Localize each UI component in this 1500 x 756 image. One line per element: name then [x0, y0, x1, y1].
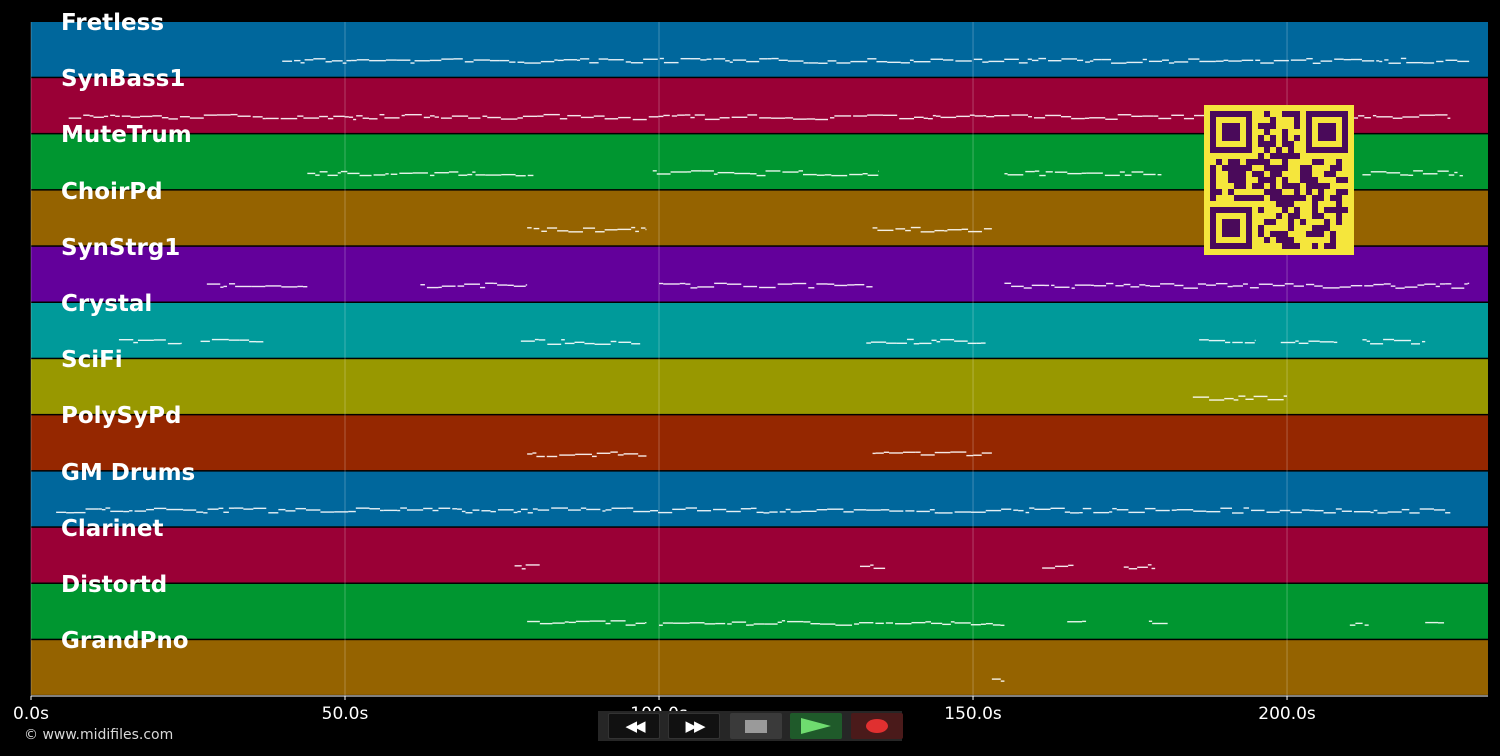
track-label: MuteTrum — [61, 122, 192, 149]
note-group — [527, 620, 647, 626]
track-label: Clarinet — [61, 515, 164, 542]
tick-label: 0.0s — [13, 704, 49, 724]
note-group — [659, 282, 873, 289]
tick-label: 50.0s — [321, 704, 369, 724]
record-button[interactable] — [851, 713, 903, 739]
note-group — [1349, 622, 1369, 626]
note-group — [1004, 282, 1470, 289]
note-group — [1192, 395, 1288, 401]
note-group — [1067, 620, 1087, 623]
track-label: GrandPno — [61, 628, 189, 655]
track-lane — [31, 584, 1488, 639]
note-group — [659, 620, 1005, 627]
track-label: SynStrg1 — [61, 234, 181, 261]
stop-button[interactable] — [730, 713, 782, 739]
rewind-button[interactable]: ◀◀ — [608, 713, 660, 739]
track-lane — [31, 303, 1488, 358]
track-label: SciFi — [61, 347, 123, 374]
note-group — [1280, 340, 1338, 345]
note-group — [1362, 170, 1463, 177]
track-label: ChoirPd — [61, 178, 163, 205]
track-label: Fretless — [61, 10, 165, 36]
note-group — [1004, 170, 1162, 177]
note-group — [200, 338, 264, 344]
note-group — [1042, 564, 1074, 569]
track-lane — [31, 359, 1488, 414]
note-group — [1123, 564, 1156, 570]
track-label: PolySyPd — [61, 403, 182, 430]
note-group — [872, 451, 992, 457]
note-group — [307, 170, 534, 177]
note-group — [652, 170, 879, 177]
note-group — [420, 282, 528, 289]
note-group — [520, 338, 641, 345]
note-group — [56, 507, 1451, 514]
track-label: Distortd — [61, 572, 168, 598]
note-group — [872, 226, 992, 233]
note-group — [1148, 620, 1168, 625]
fast-forward-button[interactable]: ▶▶ — [668, 713, 720, 739]
track-label: Crystal — [61, 291, 153, 317]
stop-icon — [745, 719, 767, 733]
track-lane — [31, 640, 1488, 695]
note-group — [282, 57, 1470, 65]
track-label: GM Drums — [61, 459, 196, 486]
note-group — [1425, 621, 1445, 624]
record-icon — [866, 719, 888, 733]
note-group — [527, 451, 647, 458]
play-button[interactable] — [790, 713, 842, 739]
transport-bar: ◀◀ ▶▶ — [598, 711, 903, 741]
note-group — [1199, 339, 1256, 344]
copyright-text: © www.midifiles.com — [24, 727, 174, 743]
rewind-icon: ◀◀ — [625, 717, 645, 735]
note-group — [866, 338, 986, 345]
fast-forward-icon: ▶▶ — [685, 717, 705, 735]
note-group — [1362, 338, 1426, 345]
track-lane — [31, 527, 1488, 583]
note-group — [206, 283, 308, 288]
track-lane — [31, 246, 1488, 302]
tick-label: 200.0s — [1258, 704, 1316, 724]
track-lane — [31, 471, 1488, 527]
note-group — [527, 226, 647, 233]
track-lane — [31, 415, 1488, 471]
track-label: SynBass1 — [61, 66, 186, 93]
note-group — [514, 564, 540, 570]
note-group — [859, 564, 886, 570]
play-icon — [801, 718, 831, 734]
note-group — [118, 339, 182, 345]
qr-code-icon — [1204, 105, 1354, 255]
tick-label: 150.0s — [944, 704, 1002, 724]
track-lane — [31, 22, 1488, 77]
note-group — [991, 678, 1005, 682]
